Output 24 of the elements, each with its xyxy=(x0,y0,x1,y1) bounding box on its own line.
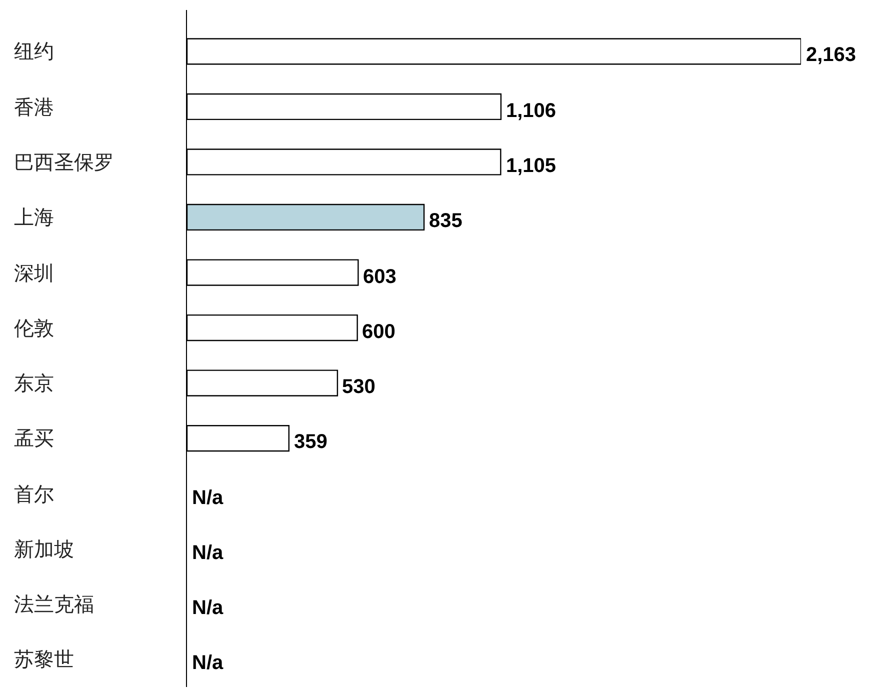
data-label: 835 xyxy=(429,210,462,232)
y-tick-label: 首尔 xyxy=(14,482,54,506)
y-tick-label: 东京 xyxy=(14,371,54,395)
y-tick-label: 伦敦 xyxy=(14,316,54,340)
data-label: 359 xyxy=(294,431,328,453)
text: N/a xyxy=(192,652,224,674)
y-tick-label: 纽约 xyxy=(14,39,54,63)
data-label: 600 xyxy=(362,321,396,343)
text: N/a xyxy=(192,597,224,619)
y-tick-label: 上海 xyxy=(14,205,54,229)
y-tick-label: 苏黎世 xyxy=(14,647,74,671)
y-tick-label: 巴西圣保罗 xyxy=(14,150,114,174)
data-label: 603 xyxy=(363,266,396,288)
data-label: 530 xyxy=(342,376,376,398)
data-label: 1,105 xyxy=(506,155,556,177)
data-label: 2,163 xyxy=(806,44,856,66)
y-tick-label: 法兰克福 xyxy=(14,592,94,616)
y-tick-label: 深圳 xyxy=(14,261,54,285)
text: N/a xyxy=(192,487,224,509)
data-label: 1,106 xyxy=(506,100,556,122)
y-tick-label: 孟买 xyxy=(14,426,54,450)
y-tick-label: 香港 xyxy=(14,95,54,119)
text: N/a xyxy=(192,542,224,564)
y-tick-label: 新加坡 xyxy=(14,537,74,561)
